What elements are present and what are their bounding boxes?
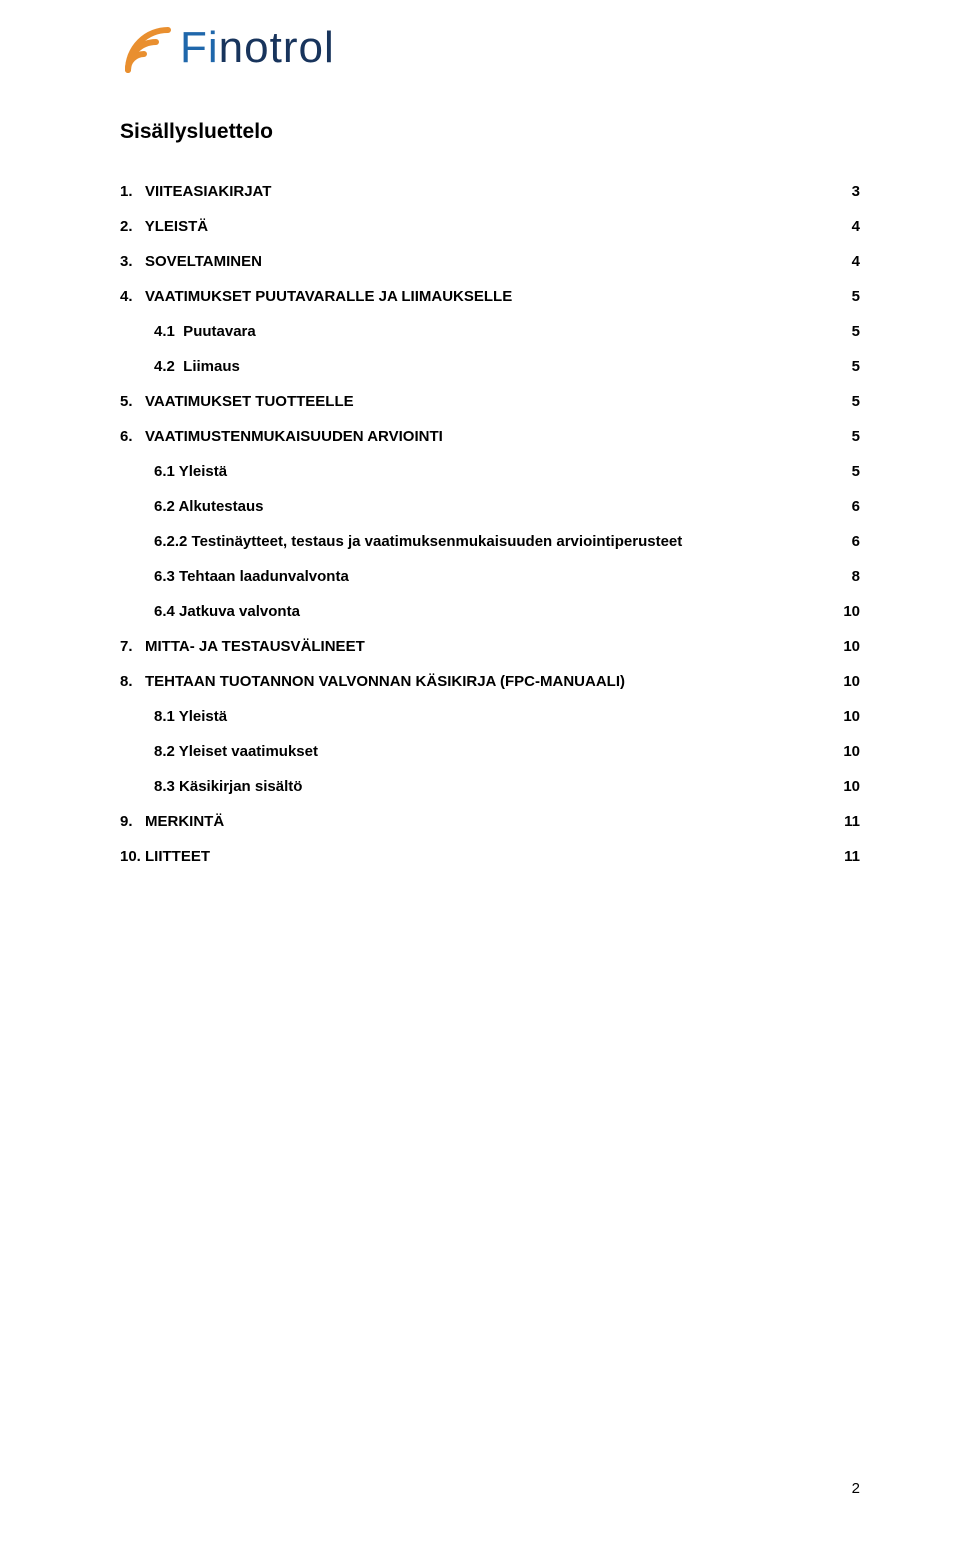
toc-row: 8.3 Käsikirjan sisältö 10 — [120, 769, 860, 804]
toc-row: 2. YLEISTÄ 4 — [120, 209, 860, 244]
toc-page: 5 — [832, 289, 860, 304]
toc-label: 6.1 Yleistä — [120, 464, 227, 479]
toc-page: 10 — [823, 639, 860, 654]
logo-text-fi: Fi — [180, 23, 219, 72]
toc-row: 6.2.2 Testinäytteet, testaus ja vaatimuk… — [120, 524, 860, 559]
toc-label: 6.2 Alkutestaus — [120, 499, 264, 514]
toc-label: 4.2 Liimaus — [120, 359, 240, 374]
toc-page: 10 — [823, 674, 860, 689]
toc-page: 6 — [832, 534, 860, 549]
logo-text: Finotrol — [180, 23, 335, 73]
toc-label: 8.3 Käsikirjan sisältö — [120, 779, 302, 794]
logo: Finotrol — [120, 22, 860, 74]
toc-row: 7. MITTA- JA TESTAUSVÄLINEET 10 — [120, 629, 860, 664]
toc-page: 10 — [823, 779, 860, 794]
toc-page: 5 — [832, 359, 860, 374]
toc-label: 7. MITTA- JA TESTAUSVÄLINEET — [120, 639, 365, 654]
toc-row: 8.2 Yleiset vaatimukset 10 — [120, 734, 860, 769]
toc-label: 1. VIITEASIAKIRJAT — [120, 184, 271, 199]
toc-page: 11 — [824, 849, 860, 864]
toc-page: 4 — [832, 219, 860, 234]
table-of-contents: 1. VIITEASIAKIRJAT32. YLEISTÄ43. SOVELTA… — [120, 174, 860, 874]
toc-row: 6.3 Tehtaan laadunvalvonta 8 — [120, 559, 860, 594]
toc-page: 5 — [832, 429, 860, 444]
toc-page: 10 — [823, 709, 860, 724]
toc-label: 9. MERKINTÄ — [120, 814, 224, 829]
toc-page: 10 — [823, 604, 860, 619]
toc-title: Sisällysluettelo — [120, 120, 860, 144]
toc-row: 6.4 Jatkuva valvonta 10 — [120, 594, 860, 629]
logo-text-notrol: notrol — [219, 23, 335, 72]
toc-page: 8 — [832, 569, 860, 584]
page-number: 2 — [852, 1480, 860, 1497]
toc-page: 5 — [832, 394, 860, 409]
toc-row: 8.1 Yleistä 10 — [120, 699, 860, 734]
toc-row: 4. VAATIMUKSET PUUTAVARALLE JA LIIMAUKSE… — [120, 279, 860, 314]
toc-label: 10. LIITTEET — [120, 849, 210, 864]
toc-label: 6.2.2 Testinäytteet, testaus ja vaatimuk… — [120, 534, 682, 549]
toc-row: 3. SOVELTAMINEN 4 — [120, 244, 860, 279]
toc-label: 3. SOVELTAMINEN — [120, 254, 262, 269]
toc-row: 10. LIITTEET 11 — [120, 839, 860, 874]
toc-row: 6.2 Alkutestaus 6 — [120, 489, 860, 524]
toc-page: 5 — [832, 464, 860, 479]
toc-page: 10 — [823, 744, 860, 759]
toc-label: 6.3 Tehtaan laadunvalvonta — [120, 569, 349, 584]
toc-label: 6. VAATIMUSTENMUKAISUUDEN ARVIOINTI — [120, 429, 443, 444]
toc-row: 4.2 Liimaus 5 — [120, 349, 860, 384]
toc-page: 11 — [824, 814, 860, 829]
toc-page: 3 — [832, 184, 860, 199]
toc-row: 5. VAATIMUKSET TUOTTEELLE 5 — [120, 384, 860, 419]
toc-row: 4.1 Puutavara 5 — [120, 314, 860, 349]
toc-label: 6.4 Jatkuva valvonta — [120, 604, 300, 619]
toc-label: 5. VAATIMUKSET TUOTTEELLE — [120, 394, 354, 409]
toc-label: 8.1 Yleistä — [120, 709, 227, 724]
toc-label: 8.2 Yleiset vaatimukset — [120, 744, 318, 759]
toc-row: 9. MERKINTÄ 11 — [120, 804, 860, 839]
toc-page: 6 — [832, 499, 860, 514]
toc-row: 6.1 Yleistä 5 — [120, 454, 860, 489]
toc-page: 4 — [832, 254, 860, 269]
toc-row: 1. VIITEASIAKIRJAT 3 — [120, 174, 860, 209]
logo-arcs-icon — [120, 22, 172, 74]
toc-label: 2. YLEISTÄ — [120, 219, 208, 234]
toc-label: 4. VAATIMUKSET PUUTAVARALLE JA LIIMAUKSE… — [120, 289, 512, 304]
toc-row: 6. VAATIMUSTENMUKAISUUDEN ARVIOINTI 5 — [120, 419, 860, 454]
toc-label: 8. TEHTAAN TUOTANNON VALVONNAN KÄSIKIRJA… — [120, 674, 625, 689]
toc-row: 8. TEHTAAN TUOTANNON VALVONNAN KÄSIKIRJA… — [120, 664, 860, 699]
toc-page: 5 — [832, 324, 860, 339]
document-page: Finotrol Sisällysluettelo 1. VIITEASIAKI… — [0, 0, 960, 1547]
toc-label: 4.1 Puutavara — [120, 324, 256, 339]
